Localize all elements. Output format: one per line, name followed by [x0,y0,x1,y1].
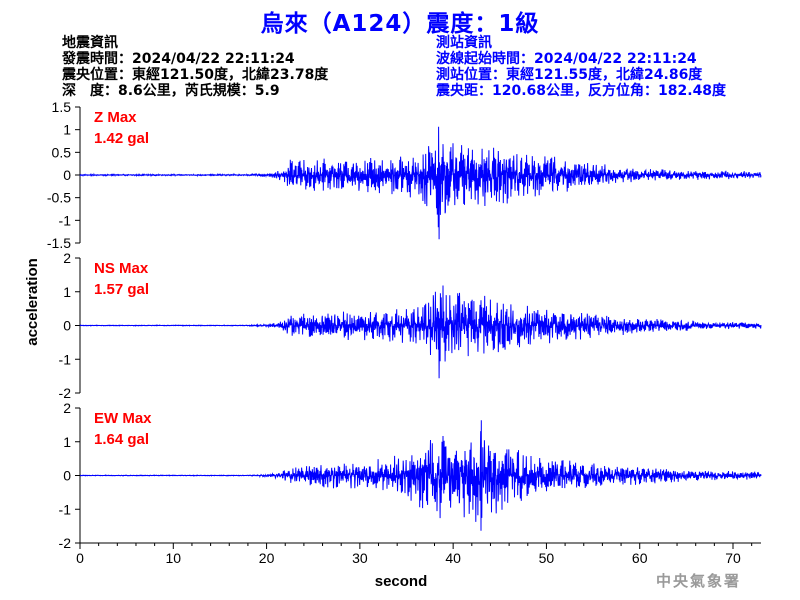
max-title-z: Z Max [94,109,137,126]
max-value-z: 1.42 gal [94,130,149,147]
waveform-ns [79,285,762,379]
x-tick-label: 50 [539,550,555,566]
y-tick-label: 2 [63,250,71,266]
x-axis-label: second [375,573,428,590]
station-location: 測站位置：東經121.55度，北緯24.86度 [436,67,703,83]
y-axis-label: acceleration [24,258,41,346]
panel-ew: -2 -1 0 1 2 EW Max 1.64 gal [59,400,762,551]
y-tick-label: -2 [59,385,72,401]
quake-info-block: 地震資訊 發震時間：2024/04/22 22:11:24 震央位置：東經121… [62,35,328,99]
y-tick-label: -1.5 [47,235,71,251]
waveform-z [79,126,762,240]
x-tick-label: 70 [725,550,741,566]
waveform-ew [80,420,762,531]
y-tick-label: -2 [59,535,72,551]
chart-title: 烏來（A124）震度：1級 [260,11,540,37]
y-tick-label: 0 [63,318,71,334]
y-tick-label: 0 [63,167,71,183]
max-title-ew: EW Max [94,410,152,427]
x-axis: 0 10 20 30 40 50 60 70 [76,542,761,566]
y-tick-label: 1.5 [52,99,72,115]
depth-magnitude: 深 度：8.6公里，芮氏規模：5.9 [62,83,280,99]
y-tick-label: -1 [59,351,72,367]
wave-start-time: 波線起始時間：2024/04/22 22:11:24 [436,51,697,67]
y-tick-label: 1 [63,434,71,450]
distance-azimuth: 震央距：120.68公里，反方位角：182.48度 [436,83,727,99]
x-tick-label: 10 [165,550,181,566]
panel-z: -1.5 -1 -0.5 0 0.5 1 1.5 Z Max 1.42 gal [47,99,762,251]
x-tick-label: 20 [259,550,275,566]
y-tick-label: 1 [63,122,71,138]
station-info-heading: 測站資訊 [436,35,492,51]
origin-time: 發震時間：2024/04/22 22:11:24 [62,51,295,67]
epicenter-location: 震央位置：東經121.50度，北緯23.78度 [62,67,329,83]
max-title-ns: NS Max [94,260,149,277]
panel-ns: -2 -1 0 1 2 NS Max 1.57 gal [59,250,762,401]
max-value-ns: 1.57 gal [94,281,149,298]
y-tick-label: 0.5 [52,144,72,160]
y-tick-label: -1 [59,501,72,517]
x-tick-label: 0 [76,550,84,566]
station-info-block: 測站資訊 波線起始時間：2024/04/22 22:11:24 測站位置：東經1… [436,35,726,99]
x-tick-label: 60 [632,550,648,566]
y-tick-label: -0.5 [47,190,71,206]
y-tick-label: -1 [59,212,72,228]
y-tick-label: 0 [63,468,71,484]
x-tick-label: 40 [445,550,461,566]
quake-info-heading: 地震資訊 [62,35,118,51]
x-tick-label: 30 [352,550,368,566]
y-tick-label: 1 [63,284,71,300]
max-value-ew: 1.64 gal [94,431,149,448]
cwa-watermark: 中央氣象署 [656,572,742,590]
y-tick-label: 2 [63,400,71,416]
